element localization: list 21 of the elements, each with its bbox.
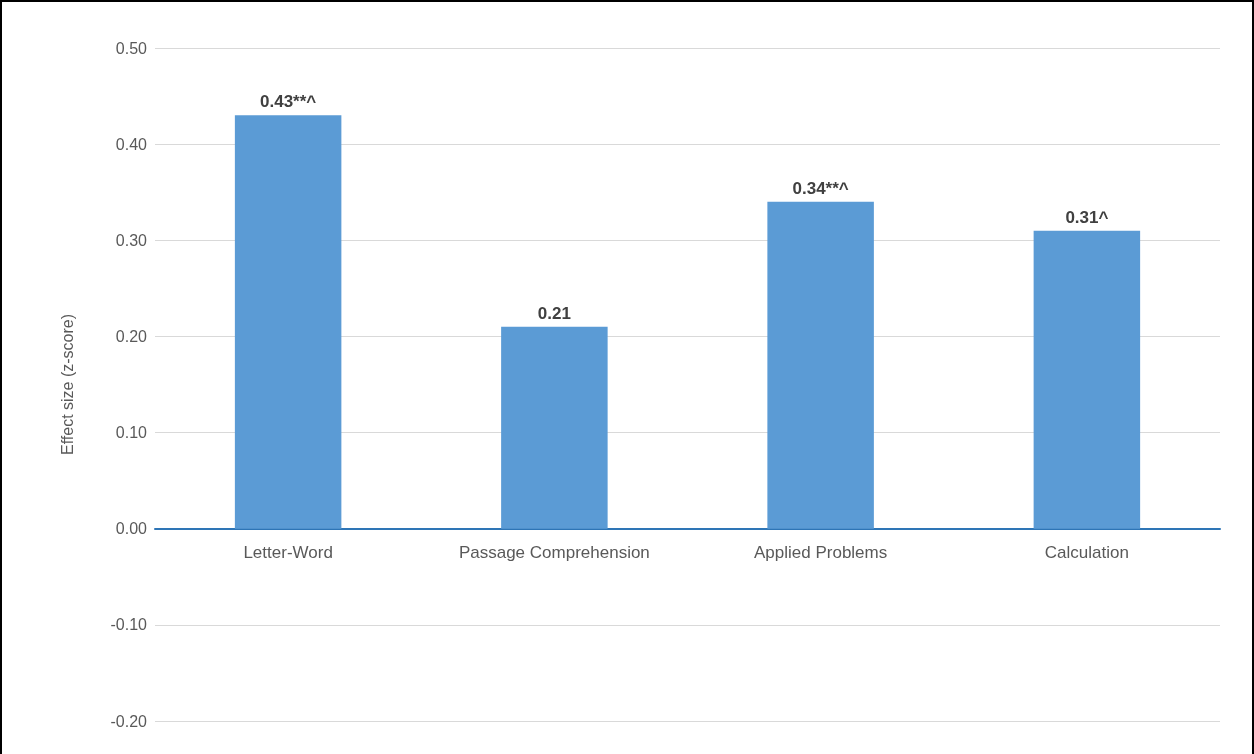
data-label: 0.34**^ <box>792 178 849 198</box>
y-axis-title: Effect size (z-score) <box>58 313 76 456</box>
y-tick-label: -0.10 <box>110 616 148 634</box>
x-tick-label: Passage Comprehension <box>458 543 650 562</box>
y-tick-label: 0.30 <box>115 231 148 249</box>
data-label: 0.43**^ <box>260 92 317 112</box>
y-tick-label: 0.00 <box>115 520 148 538</box>
bar <box>234 115 342 529</box>
x-tick-label: Calculation <box>1044 543 1129 562</box>
bar <box>1033 230 1141 529</box>
bar <box>767 201 874 529</box>
y-tick-label: 0.10 <box>115 424 148 442</box>
y-tick-label: 0.40 <box>115 135 148 153</box>
y-tick-label: 0.50 <box>115 39 148 57</box>
y-tick-label: -0.20 <box>110 712 148 730</box>
data-label: 0.21 <box>537 303 571 323</box>
data-label: 0.31^ <box>1065 207 1109 227</box>
x-tick-label: Applied Problems <box>754 543 888 562</box>
y-tick-label: 0.20 <box>115 327 148 345</box>
x-tick-label: Letter-Word <box>243 543 333 562</box>
bar <box>501 326 608 529</box>
